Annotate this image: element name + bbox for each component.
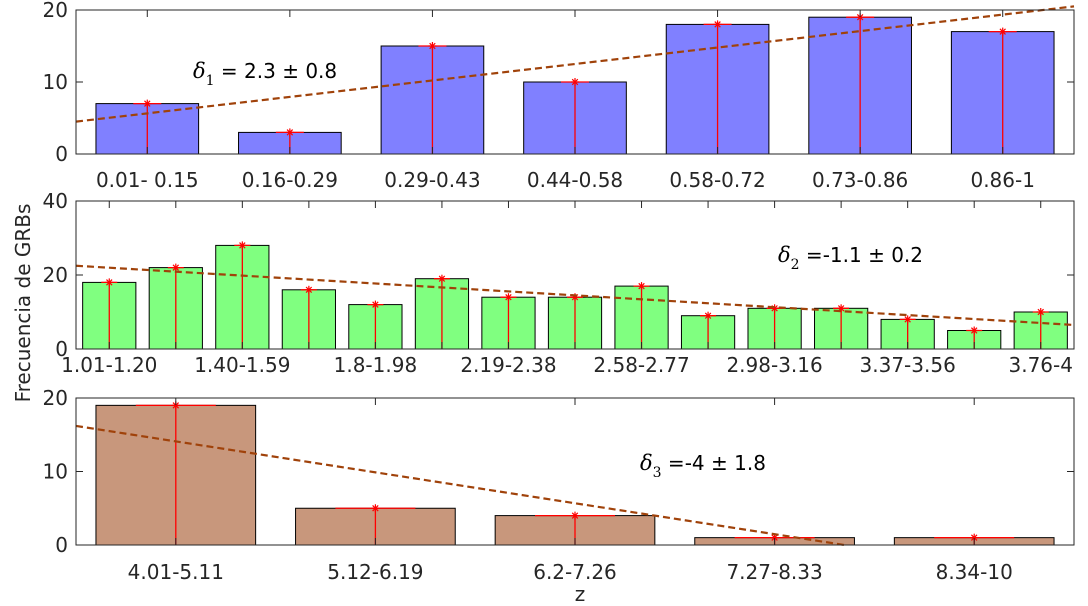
xtick-label-3-2: 5.12-6.19 xyxy=(327,560,423,584)
marker-2-11 xyxy=(770,304,779,313)
ytick-label-3-0: 0 xyxy=(55,533,68,557)
panel-2: 0 20 40 1.01-1.20 1.40-1.59 1.8-1.98 2.19-2.38… xyxy=(43,189,1075,377)
marker-2-15 xyxy=(1036,308,1045,316)
marker-2-7 xyxy=(504,293,513,302)
panels: 0 10 20 0.01- 0.15 0.16-0.29 0.29-0.43 0.44-0.… xyxy=(43,0,1075,584)
xtick-label-1-6: 0.73-0.86 xyxy=(812,168,908,192)
trend-line-1 xyxy=(75,5,1075,123)
marker-1-5 xyxy=(713,20,722,29)
ytick-label-2-1: 20 xyxy=(43,263,68,287)
xtick-label-3-1: 4.01-5.11 xyxy=(128,560,224,584)
marker-2-9 xyxy=(637,282,646,291)
marker-2-13 xyxy=(903,315,912,324)
delta-annotation-1: δ1 = 2.3 ± 0.8 xyxy=(193,59,337,89)
marker-1-1 xyxy=(143,99,152,108)
marker-2-2 xyxy=(171,263,180,272)
xtick-label-2-15: 3.76-4 xyxy=(1008,353,1072,377)
xtick-label-2-5: 1.8-1.98 xyxy=(334,353,418,377)
xtick-label-1-7: 0.86-1 xyxy=(970,168,1034,192)
ytick-label-1-1: 10 xyxy=(43,70,68,94)
delta-annotation-2: δ2 =-1.1 ± 0.2 xyxy=(778,243,923,273)
marker-2-10 xyxy=(704,311,713,320)
marker-1-3 xyxy=(428,42,437,50)
delta-annotation-3: δ3 =-4 ± 1.8 xyxy=(640,451,766,481)
ytick-label-2-2: 40 xyxy=(43,189,68,213)
xtick-label-2-7: 2.19-2.38 xyxy=(460,353,556,377)
marker-2-1 xyxy=(105,278,114,287)
xtick-label-2-3: 1.40-1.59 xyxy=(194,353,290,377)
ytick-label-3-2: 20 xyxy=(43,386,68,410)
marker-1-4 xyxy=(571,78,579,86)
xtick-label-3-5: 8.34-10 xyxy=(936,560,1013,584)
marker-3-2 xyxy=(371,504,380,513)
ytick-label-2-0: 0 xyxy=(55,337,68,361)
ytick-label-1-2: 20 xyxy=(43,0,68,22)
xtick-label-1-3: 0.29-0.43 xyxy=(384,168,480,192)
marker-2-3 xyxy=(238,241,247,250)
trend-line-3 xyxy=(75,424,845,547)
xtick-label-3-3: 6.2-7.26 xyxy=(533,560,617,584)
xtick-label-2-13: 3.37-3.56 xyxy=(860,353,956,377)
marker-2-5 xyxy=(371,300,380,309)
ytick-label-3-1: 10 xyxy=(43,460,68,484)
xtick-label-2-9: 2.58-2.77 xyxy=(593,353,689,377)
xtick-label-2-11: 2.98-3.16 xyxy=(726,353,822,377)
xtick-label-1-2: 0.16-0.29 xyxy=(242,168,338,192)
marker-1-2 xyxy=(285,128,294,137)
x-axis-label: z xyxy=(575,582,586,606)
marker-1-7 xyxy=(998,27,1007,36)
ytick-label-1-0: 0 xyxy=(55,142,68,166)
marker-3-3 xyxy=(571,511,579,520)
y-axis-label: Frecuencia de GRBs xyxy=(11,204,35,403)
marker-2-14 xyxy=(970,326,979,335)
trend-line-2 xyxy=(75,264,1075,327)
marker-2-4 xyxy=(304,285,313,294)
xtick-label-1-5: 0.58-0.72 xyxy=(669,168,765,192)
xtick-label-1-1: 0.01- 0.15 xyxy=(96,168,199,192)
xtick-label-3-4: 7.27-8.33 xyxy=(726,560,822,584)
panel-3: 0 10 20 4.01-5.11 5.12-6.19 6.2-7.26 7.27-8.33… xyxy=(43,386,1075,584)
marker-2-6 xyxy=(437,274,446,283)
marker-3-1 xyxy=(171,401,180,410)
xtick-label-1-4: 0.44-0.58 xyxy=(527,168,623,192)
xtick-label-2-1: 1.01-1.20 xyxy=(61,353,157,377)
marker-1-6 xyxy=(856,13,865,22)
panel-1: 0 10 20 0.01- 0.15 0.16-0.29 0.29-0.43 0.44-0.… xyxy=(43,0,1075,192)
